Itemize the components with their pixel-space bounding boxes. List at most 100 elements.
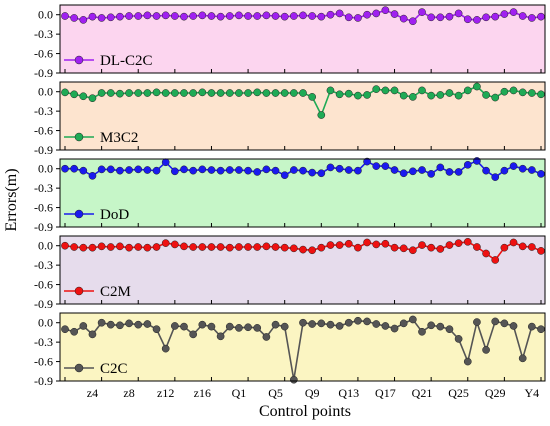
data-point xyxy=(180,322,188,331)
data-point xyxy=(335,322,344,330)
data-point xyxy=(482,166,490,175)
data-point xyxy=(280,89,289,97)
data-point xyxy=(427,91,436,100)
data-point xyxy=(143,320,152,328)
data-point xyxy=(198,243,207,251)
data-point xyxy=(235,243,243,251)
data-point xyxy=(170,12,179,20)
x-tick-label: Q13 xyxy=(338,386,359,400)
data-point xyxy=(509,238,518,247)
y-tick-label: -0.6 xyxy=(34,124,53,138)
data-point xyxy=(262,333,271,341)
data-point xyxy=(207,12,216,20)
data-point xyxy=(335,164,344,173)
data-point xyxy=(344,13,353,22)
data-point xyxy=(152,88,161,97)
data-point xyxy=(463,86,472,95)
y-tick-label: -0.3 xyxy=(34,104,53,118)
data-point xyxy=(372,320,381,328)
data-point xyxy=(152,243,161,251)
data-point xyxy=(280,322,289,331)
y-tick-label: -0.9 xyxy=(34,143,53,157)
data-point xyxy=(289,12,298,20)
data-point xyxy=(344,239,353,248)
y-tick-label: -0.6 xyxy=(34,201,53,215)
data-point xyxy=(235,11,243,20)
data-point xyxy=(125,12,133,20)
data-point xyxy=(88,243,97,252)
x-tick-label: z8 xyxy=(123,386,134,400)
data-point xyxy=(189,166,198,175)
data-point xyxy=(445,241,454,249)
data-point xyxy=(418,166,426,174)
data-point xyxy=(399,169,408,178)
data-point xyxy=(125,89,133,97)
data-point xyxy=(500,243,509,252)
data-point xyxy=(180,242,188,251)
y-tick-label: -0.9 xyxy=(34,297,53,311)
data-point xyxy=(116,321,124,330)
data-point xyxy=(61,241,69,250)
data-point xyxy=(408,17,417,26)
data-point xyxy=(372,85,381,93)
data-point xyxy=(61,164,69,173)
data-point xyxy=(161,344,170,353)
data-point xyxy=(143,11,152,20)
data-point xyxy=(518,12,527,20)
x-tick-label: Q25 xyxy=(448,386,469,400)
data-point xyxy=(317,12,326,21)
data-point xyxy=(116,166,124,175)
data-point xyxy=(363,238,371,247)
x-tick-label: Q21 xyxy=(412,386,433,400)
x-tick-label: z4 xyxy=(87,386,98,400)
legend-marker xyxy=(74,286,84,296)
data-point xyxy=(491,93,500,102)
data-point xyxy=(116,242,124,251)
data-point xyxy=(253,12,262,20)
data-point xyxy=(106,89,115,97)
data-point xyxy=(436,322,445,331)
x-tick-label: z12 xyxy=(157,386,174,400)
legend-label: C2M xyxy=(100,284,131,300)
data-point xyxy=(363,317,371,326)
panel-c2c: 0.0 -0.3 -0.6 -0.9 C2C xyxy=(34,312,546,388)
data-point xyxy=(326,241,335,249)
data-point xyxy=(527,14,536,22)
data-point xyxy=(180,165,188,174)
data-point xyxy=(70,164,79,173)
data-point xyxy=(216,89,225,97)
data-point xyxy=(537,170,545,178)
data-point xyxy=(427,321,436,330)
data-point xyxy=(454,168,463,176)
data-point xyxy=(399,244,408,253)
data-point xyxy=(170,240,179,249)
data-point xyxy=(106,243,115,251)
data-point xyxy=(527,322,536,331)
data-point xyxy=(207,322,216,331)
x-tick-label: Q29 xyxy=(485,386,506,400)
data-point xyxy=(308,168,317,177)
data-point xyxy=(253,243,262,251)
x-axis-title: Control points xyxy=(259,403,351,420)
data-point xyxy=(70,14,79,22)
data-point xyxy=(381,6,390,15)
data-point xyxy=(198,11,207,20)
y-tick-label: -0.9 xyxy=(34,374,53,388)
data-point xyxy=(125,319,133,328)
data-point xyxy=(61,88,69,97)
data-point xyxy=(61,12,69,20)
data-point xyxy=(518,242,527,251)
legend-marker xyxy=(74,55,84,65)
data-point xyxy=(527,89,536,97)
data-point xyxy=(79,243,88,252)
data-point xyxy=(372,9,381,18)
data-point xyxy=(97,242,106,251)
y-tick-label: -0.6 xyxy=(34,47,53,61)
data-point xyxy=(418,86,426,95)
data-point xyxy=(354,14,362,22)
data-point xyxy=(527,243,536,251)
data-point xyxy=(134,89,143,97)
data-point xyxy=(189,89,198,97)
data-point xyxy=(216,332,225,341)
data-point xyxy=(244,12,252,20)
